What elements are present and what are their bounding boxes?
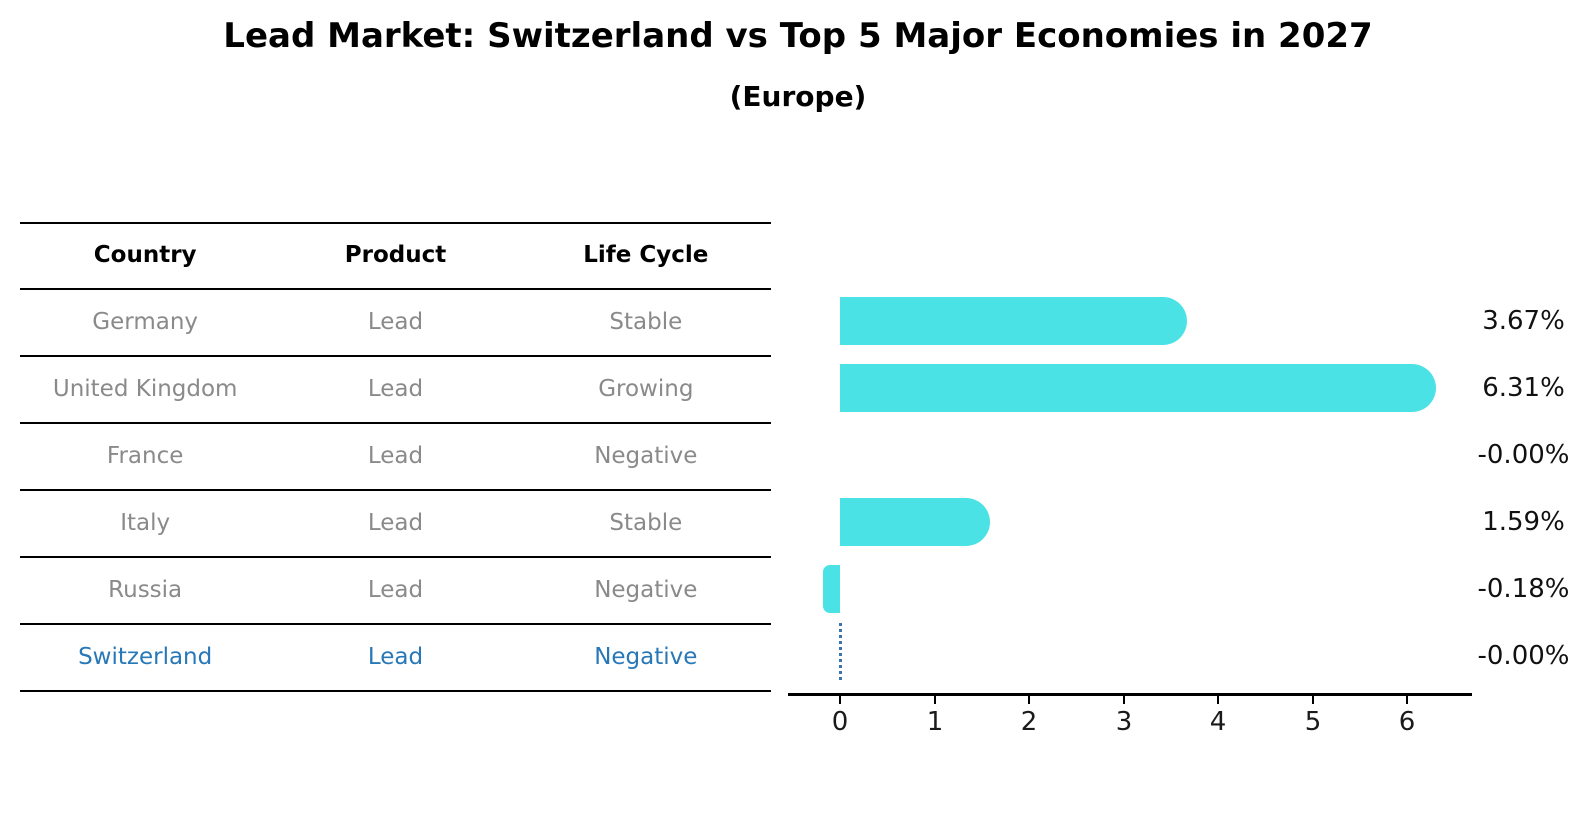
country-table: Country Product Life Cycle Germany Lead … <box>20 222 771 692</box>
value-label-united-kingdom: 6.31% <box>1482 373 1565 403</box>
x-axis-tick <box>934 695 936 704</box>
value-label-russia: -0.18% <box>1477 574 1570 604</box>
cell-country: France <box>106 442 184 469</box>
cell-life-cycle: Stable <box>609 509 683 536</box>
cell-product: Lead <box>367 576 424 603</box>
cell-country: Germany <box>92 308 199 335</box>
x-axis-tick <box>1028 695 1030 704</box>
x-axis-tick <box>1217 695 1219 704</box>
table-row-russia: Russia Lead Negative <box>20 558 771 625</box>
cell-life-cycle: Negative <box>594 442 698 469</box>
value-label-switzerland: -0.00% <box>1477 641 1570 671</box>
cell-product: Lead <box>367 509 424 536</box>
x-axis-tick-label: 1 <box>926 707 944 737</box>
value-label-germany: 3.67% <box>1482 306 1565 336</box>
x-axis-tick <box>1406 695 1408 704</box>
bar-united-kingdom <box>840 364 1437 412</box>
cell-life-cycle: Negative <box>594 643 698 670</box>
table-row-switzerland: Switzerland Lead Negative <box>20 625 771 692</box>
column-header-product: Product <box>344 242 447 269</box>
table-row-italy: Italy Lead Stable <box>20 491 771 558</box>
x-axis-tick-label: 0 <box>831 707 849 737</box>
value-label-italy: 1.59% <box>1482 507 1565 537</box>
cell-life-cycle: Negative <box>594 576 698 603</box>
column-header-life-cycle: Life Cycle <box>583 242 709 269</box>
cell-country: Switzerland <box>78 643 213 670</box>
cell-product: Lead <box>367 643 424 670</box>
bar-italy <box>840 498 991 546</box>
cell-life-cycle: Stable <box>609 308 683 335</box>
bar-russia <box>822 565 840 613</box>
cell-country: Russia <box>108 576 183 603</box>
chart-subtitle: (Europe) <box>729 80 867 113</box>
table-row-france: France Lead Negative <box>20 424 771 491</box>
cell-product: Lead <box>367 308 424 335</box>
table-header-row: Country Product Life Cycle <box>20 224 771 290</box>
cell-product: Lead <box>367 375 424 402</box>
x-axis-tick-label: 5 <box>1304 707 1322 737</box>
cell-life-cycle: Growing <box>598 375 694 402</box>
x-axis-tick <box>1312 695 1314 704</box>
chart-title: Lead Market: Switzerland vs Top 5 Major … <box>223 16 1373 56</box>
x-axis-tick-label: 3 <box>1115 707 1133 737</box>
x-axis-line <box>788 693 1472 696</box>
cell-country: Italy <box>120 509 171 536</box>
x-axis-tick-label: 2 <box>1020 707 1038 737</box>
column-header-country: Country <box>93 242 197 269</box>
bar-germany <box>840 297 1187 345</box>
x-axis-tick <box>1123 695 1125 704</box>
table-row-united-kingdom: United Kingdom Lead Growing <box>20 357 771 424</box>
switzerland-zero-reference-line <box>839 623 842 680</box>
x-axis-tick-label: 4 <box>1209 707 1227 737</box>
x-axis-tick-label: 6 <box>1398 707 1416 737</box>
cell-country: United Kingdom <box>52 375 238 402</box>
value-label-france: -0.00% <box>1477 440 1570 470</box>
x-axis-tick <box>839 695 841 704</box>
cell-product: Lead <box>367 442 424 469</box>
table-row-germany: Germany Lead Stable <box>20 290 771 357</box>
